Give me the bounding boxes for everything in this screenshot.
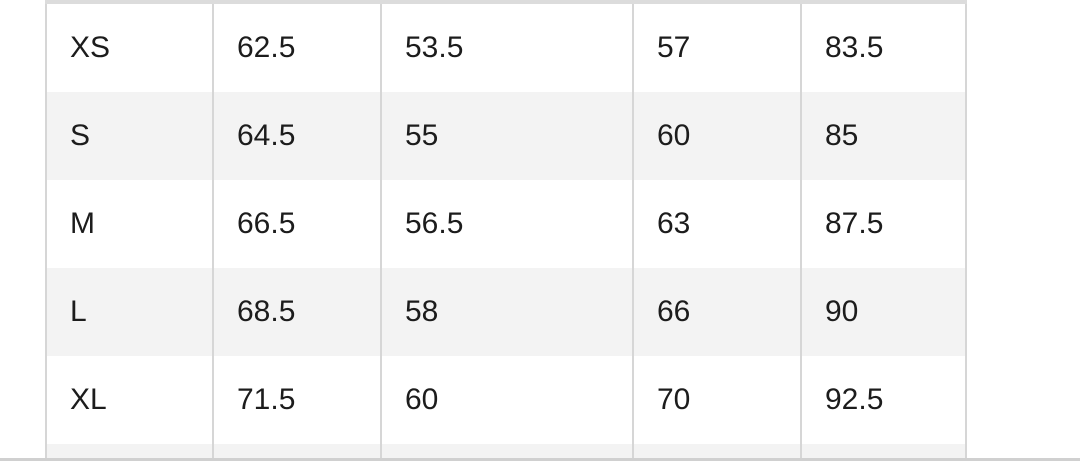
measurement-cell: 56.5 [380, 180, 632, 268]
table-row: M 66.5 56.5 63 87.5 [45, 180, 967, 268]
table-row-partial [45, 444, 967, 460]
measurement-cell: 83.5 [800, 4, 967, 92]
measurement-cell: 58 [380, 268, 632, 356]
empty-cell [45, 444, 212, 460]
measurement-cell: 85 [800, 92, 967, 180]
measurement-cell: 92.5 [800, 356, 967, 444]
measurement-cell: 62.5 [212, 4, 380, 92]
measurement-cell: 71.5 [212, 356, 380, 444]
size-cell: L [45, 268, 212, 356]
table-row: XL 71.5 60 70 92.5 [45, 356, 967, 444]
empty-cell [212, 444, 380, 460]
measurement-cell: 55 [380, 92, 632, 180]
measurement-cell: 60 [380, 356, 632, 444]
table-row: L 68.5 58 66 90 [45, 268, 967, 356]
measurement-cell: 70 [632, 356, 800, 444]
empty-cell [800, 444, 967, 460]
measurement-cell: 66 [632, 268, 800, 356]
empty-cell [632, 444, 800, 460]
measurement-cell: 60 [632, 92, 800, 180]
measurement-cell: 68.5 [212, 268, 380, 356]
size-cell: S [45, 92, 212, 180]
size-cell: XL [45, 356, 212, 444]
measurement-cell: 90 [800, 268, 967, 356]
bottom-divider [0, 458, 1080, 461]
measurement-cell: 64.5 [212, 92, 380, 180]
size-chart-table: XS 62.5 53.5 57 83.5 S 64.5 55 60 85 M 66.5 56.5 63 87… [45, 0, 967, 460]
size-cell: XS [45, 4, 212, 92]
measurement-cell: 53.5 [380, 4, 632, 92]
measurement-cell: 57 [632, 4, 800, 92]
measurement-cell: 66.5 [212, 180, 380, 268]
table-row: S 64.5 55 60 85 [45, 92, 967, 180]
table-row: XS 62.5 53.5 57 83.5 [45, 4, 967, 92]
empty-cell [380, 444, 632, 460]
size-cell: M [45, 180, 212, 268]
measurement-cell: 87.5 [800, 180, 967, 268]
measurement-cell: 63 [632, 180, 800, 268]
